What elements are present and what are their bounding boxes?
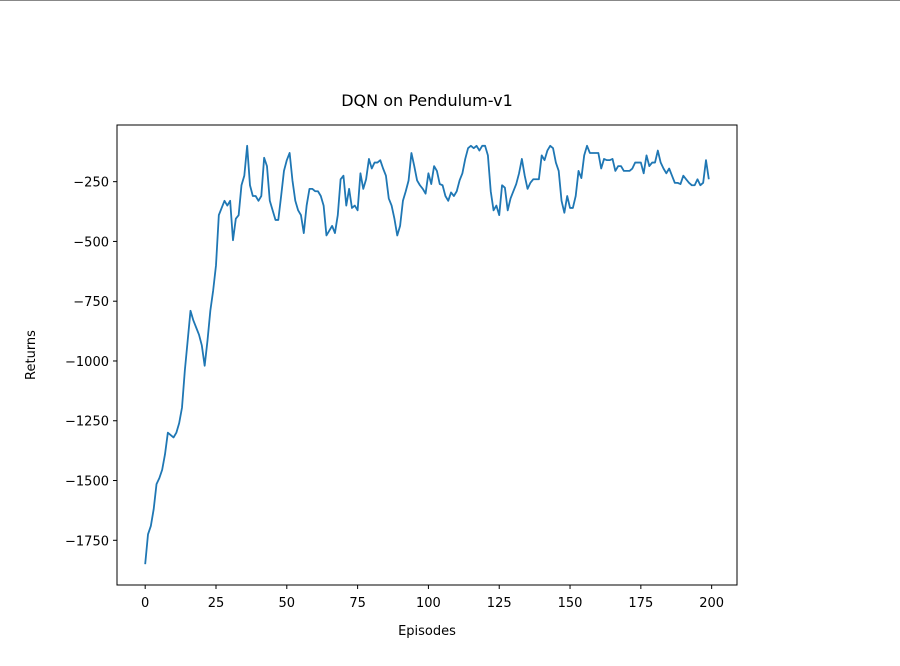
y-tick-label: −1000: [65, 355, 109, 370]
y-tick-label: −500: [73, 235, 109, 250]
x-tick-label: 125: [487, 596, 512, 611]
x-tick-label: 100: [416, 596, 441, 611]
y-tick-label: −1500: [65, 475, 109, 490]
x-axis-label: Episodes: [398, 624, 456, 639]
chart-title: DQN on Pendulum-v1: [341, 91, 513, 110]
x-tick-label: 50: [279, 596, 296, 611]
x-tick-label: 150: [558, 596, 583, 611]
plot-frame: [116, 124, 738, 586]
y-tick-label: −1250: [65, 415, 109, 430]
y-tick-label: −1750: [65, 534, 109, 549]
x-tick-label: 75: [349, 596, 366, 611]
y-tick-label: −750: [73, 295, 109, 310]
x-tick-label: 175: [628, 596, 653, 611]
x-tick-label: 25: [208, 596, 225, 611]
y-tick-label: −250: [73, 176, 109, 191]
x-tick-label: 200: [699, 596, 724, 611]
x-tick-label: 0: [141, 596, 149, 611]
line-series: [144, 144, 710, 565]
y-axis-label: Returns: [24, 330, 39, 380]
